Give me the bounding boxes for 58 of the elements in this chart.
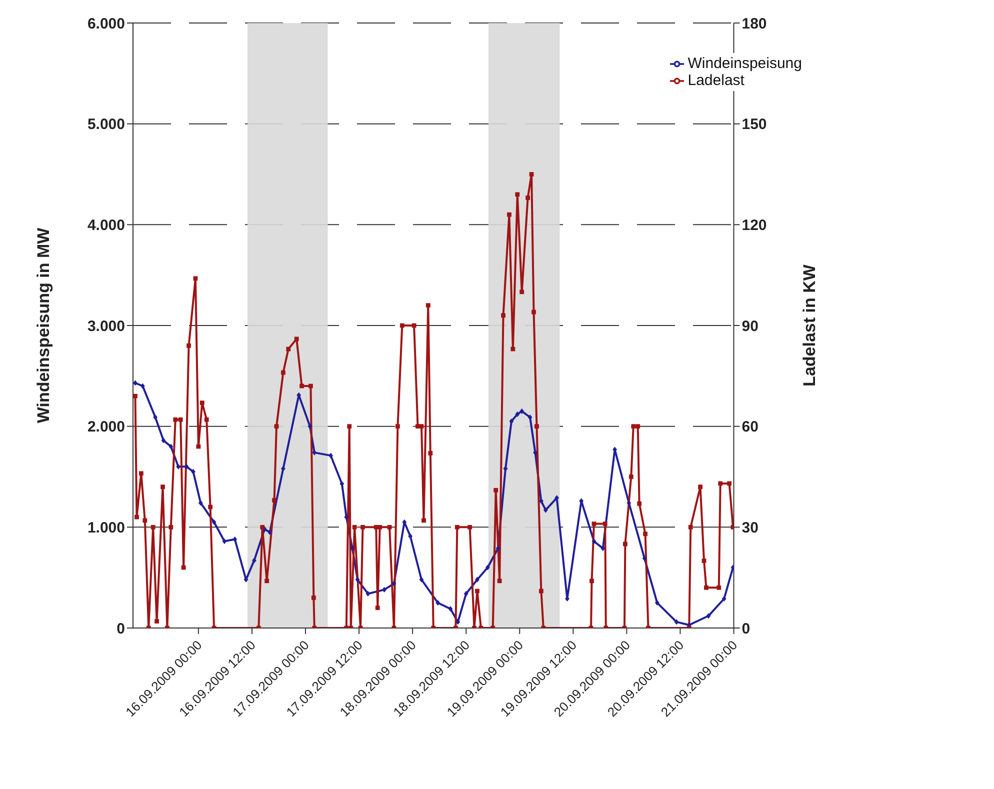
point [308,424,312,430]
point [485,564,490,570]
point [674,619,679,625]
point [328,452,333,458]
y-tick-label: 0 [116,620,125,638]
y2-axis-title: Ladelast in KW [800,264,819,386]
y2-tick-label: 30 [742,519,758,536]
y-tick-label: 3.000 [87,318,125,335]
point [212,519,216,525]
point [464,590,468,597]
point [706,613,711,619]
point [600,546,606,552]
point [475,576,480,582]
point [520,408,524,414]
point [515,411,520,418]
point [153,414,158,420]
point [538,498,544,504]
point [382,586,387,592]
point [161,438,166,444]
point [419,576,424,582]
point [232,536,238,542]
point [355,576,360,582]
point [456,619,460,625]
point [350,546,355,552]
point [366,590,370,597]
y-tick-label: 4.000 [87,216,125,234]
point [436,600,440,606]
point [543,507,548,513]
point [448,606,453,612]
point [496,546,500,552]
point [626,500,632,506]
point [268,529,272,536]
legend-label: Windeinspeisung [688,55,802,72]
y-tick-label: 6.000 [87,15,125,32]
y-tick-label: 2.000 [87,418,125,436]
legend-label: Ladelast [688,72,744,89]
y2-tick-label: 150 [742,116,767,134]
point [140,383,145,389]
y2-tick-label: 180 [742,15,767,32]
point [392,580,396,586]
y2-tick-label: 120 [742,216,767,234]
y2-tick-label: 90 [742,318,758,335]
point [592,538,596,544]
point [198,500,203,506]
point [722,596,726,602]
y-tick-label: 1.000 [87,519,125,536]
y-tick-label: 5.000 [87,116,125,134]
y2-tick-label: 0 [742,620,750,638]
point [642,556,647,562]
y-axis-title: Windeinspeisung in MW [34,226,54,424]
point [222,538,227,544]
point [654,600,660,606]
y2-tick-label: 60 [742,418,758,436]
point [252,558,256,564]
point [184,464,189,470]
point [280,466,286,472]
point [168,444,174,450]
point [133,380,138,386]
